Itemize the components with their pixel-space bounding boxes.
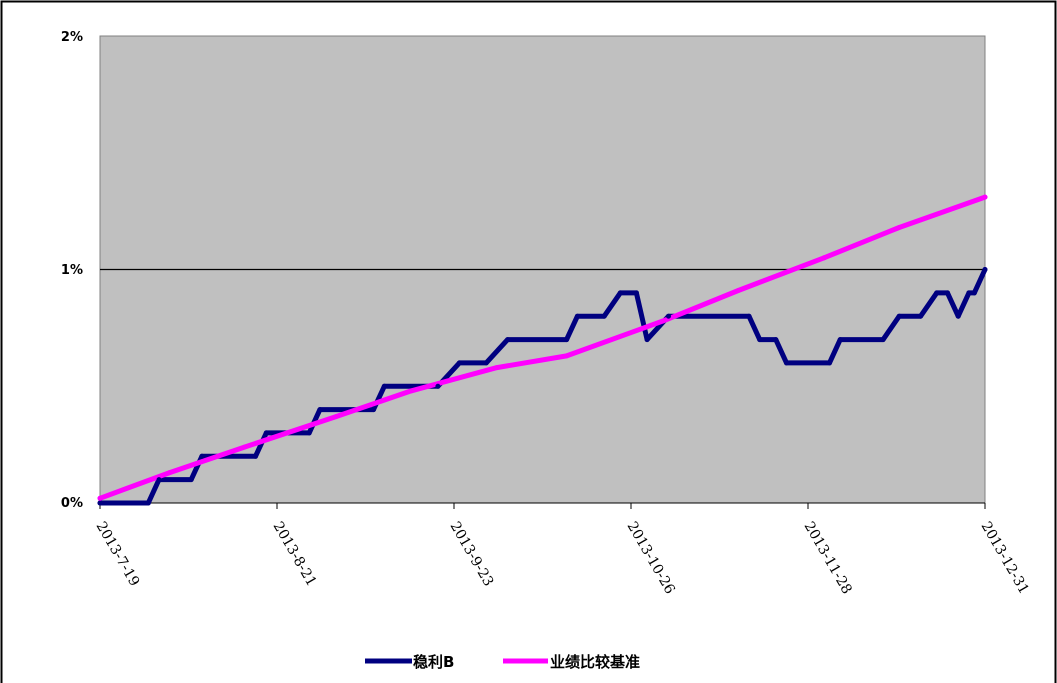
series-0-point xyxy=(784,360,789,366)
series-0-point xyxy=(666,313,671,319)
series-1-point xyxy=(660,318,666,324)
series-0-point xyxy=(253,453,258,459)
series-1-point xyxy=(735,288,741,293)
series-1-point xyxy=(333,414,339,420)
series-1-point xyxy=(982,194,988,200)
series-1-point xyxy=(896,225,902,230)
series-0-point xyxy=(483,360,489,366)
series-0-point xyxy=(574,313,580,319)
series-0-point xyxy=(633,290,639,296)
y-tick-label: 2% xyxy=(61,30,83,45)
series-1-point xyxy=(408,388,414,394)
y-tick-label: 1% xyxy=(61,263,83,278)
legend: 稳利B 业绩比较基准 xyxy=(365,653,640,671)
series-0-point xyxy=(371,407,376,413)
series-1-point xyxy=(821,255,827,261)
series-0-point xyxy=(435,383,441,389)
series-0-point xyxy=(644,337,650,343)
series-0-point xyxy=(156,477,162,483)
series-0-point xyxy=(601,313,607,319)
series-0-point xyxy=(456,360,462,366)
series-line-wenli-b xyxy=(97,267,988,506)
series-0-point xyxy=(199,453,205,459)
series-0-point xyxy=(918,313,924,319)
series-0-point xyxy=(97,500,103,506)
series-0-point xyxy=(880,337,886,343)
series-0-point xyxy=(955,313,961,319)
series-0-point xyxy=(934,290,940,296)
series-0-point xyxy=(827,360,832,366)
series-0-point xyxy=(381,383,387,389)
series-0-point xyxy=(135,500,140,506)
series-0-point xyxy=(971,290,977,296)
series-0-point xyxy=(966,290,972,296)
legend-label-benchmark: 业绩比较基准 xyxy=(550,653,640,671)
series-line-benchmark xyxy=(97,194,988,501)
series-0-point xyxy=(188,477,194,483)
series-0-point xyxy=(263,430,269,436)
series-0-point xyxy=(564,337,570,343)
series-0-point xyxy=(945,290,950,296)
series-0-point xyxy=(896,313,902,319)
series-0-point xyxy=(145,500,151,506)
series-1-point xyxy=(494,365,500,371)
y-tick-label: 0% xyxy=(61,496,83,511)
series-0-point xyxy=(317,407,323,413)
series-0-point xyxy=(617,290,623,296)
series-0-point xyxy=(982,267,988,272)
series-0-point xyxy=(306,430,312,436)
series-1-point xyxy=(242,444,248,450)
series-points-group xyxy=(97,194,988,506)
series-0-point xyxy=(505,337,511,343)
series-1-point xyxy=(167,470,173,476)
series-0-point xyxy=(757,337,763,343)
series-0-point xyxy=(746,313,752,319)
series-1-point xyxy=(97,495,103,501)
series-0-point xyxy=(837,337,843,343)
series-0-point xyxy=(773,337,779,343)
legend-label-wenli-b: 稳利B xyxy=(413,653,454,671)
series-1-point xyxy=(564,353,570,359)
